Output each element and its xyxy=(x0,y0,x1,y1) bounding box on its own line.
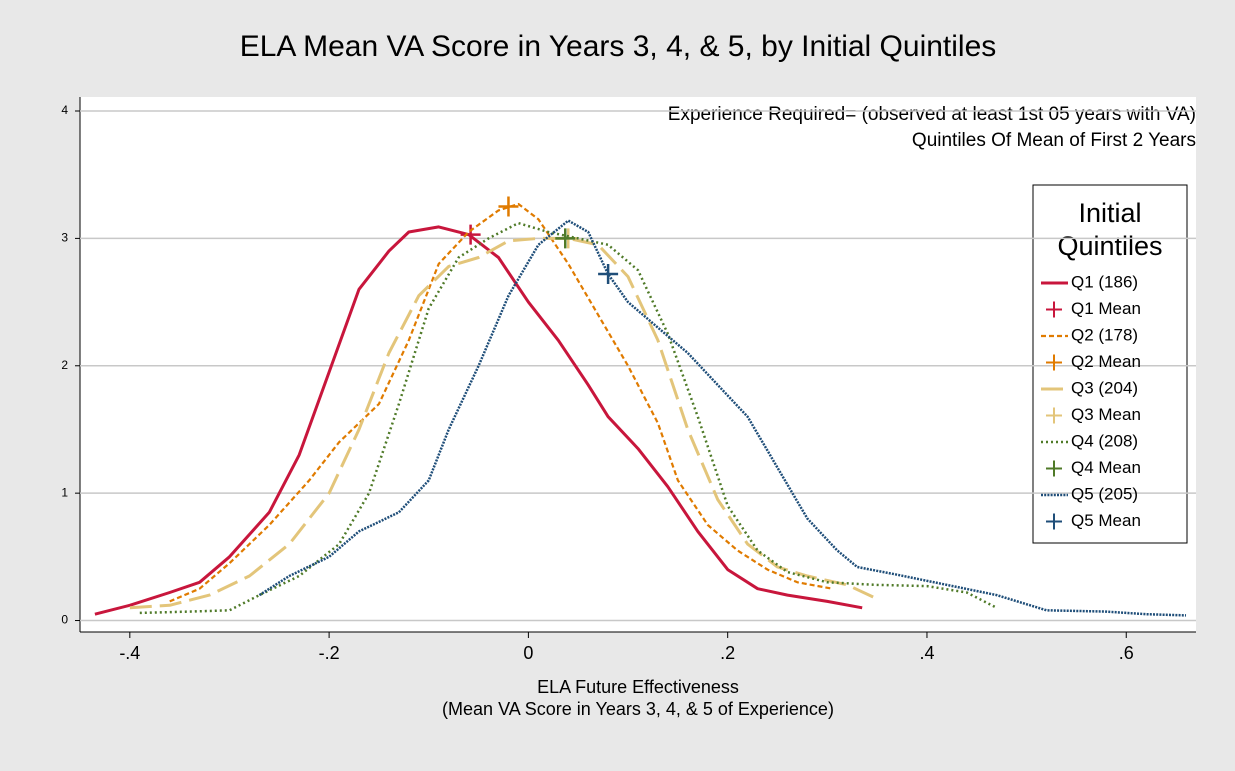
x-axis-label: ELA Future Effectiveness xyxy=(537,677,739,697)
legend-label: Q1 (186) xyxy=(1071,272,1138,291)
legend-label: Q2 Mean xyxy=(1071,352,1141,371)
legend-label: Q4 (208) xyxy=(1071,431,1138,450)
legend-label: Q2 (178) xyxy=(1071,325,1138,344)
density-line xyxy=(139,221,998,615)
mean-marker xyxy=(460,224,481,245)
x-axis-label: (Mean VA Score in Years 3, 4, & 5 of Exp… xyxy=(442,699,834,719)
density-line xyxy=(169,202,833,603)
annotation: Experience Required= (observed at least … xyxy=(668,104,1196,125)
chart-title: ELA Mean VA Score in Years 3, 4, & 5, by… xyxy=(240,30,997,63)
legend-label: Q4 Mean xyxy=(1071,458,1141,477)
mean-marker xyxy=(598,264,619,285)
legend-marker xyxy=(1046,407,1062,424)
x-tick-label: .2 xyxy=(720,643,735,663)
x-tick-label: .4 xyxy=(919,643,934,663)
y-tick-label: 3 xyxy=(61,231,68,245)
legend-marker xyxy=(1046,513,1062,530)
density-line xyxy=(258,219,1187,617)
legend-box xyxy=(1032,184,1188,544)
legend-label: Q5 (205) xyxy=(1071,484,1138,503)
legend-label: Q1 Mean xyxy=(1071,299,1141,318)
legend-title: Initial xyxy=(1078,198,1141,228)
y-tick-label: 4 xyxy=(61,103,68,117)
mean-marker xyxy=(555,228,576,249)
y-tick-label: 1 xyxy=(61,485,68,499)
y-tick-label: 2 xyxy=(61,358,68,372)
legend-marker xyxy=(1046,460,1062,477)
legend-label: Q5 Mean xyxy=(1071,511,1141,530)
y-tick-label: 0 xyxy=(61,613,68,627)
plot-area xyxy=(80,97,1196,632)
density-line xyxy=(129,236,878,610)
x-tick-label: -.4 xyxy=(119,643,140,663)
x-tick-label: 0 xyxy=(523,643,533,663)
mean-marker xyxy=(498,196,519,217)
annotation: Quintiles Of Mean of First 2 Years xyxy=(912,130,1196,151)
legend-label: Q3 (204) xyxy=(1071,378,1138,397)
legend-label: Q3 Mean xyxy=(1071,405,1141,424)
density-line xyxy=(94,225,863,616)
legend-marker xyxy=(1046,354,1062,371)
legend-marker xyxy=(1046,301,1062,318)
legend-title: Quintiles xyxy=(1057,231,1162,261)
x-tick-label: -.2 xyxy=(319,643,340,663)
x-tick-label: .6 xyxy=(1119,643,1134,663)
